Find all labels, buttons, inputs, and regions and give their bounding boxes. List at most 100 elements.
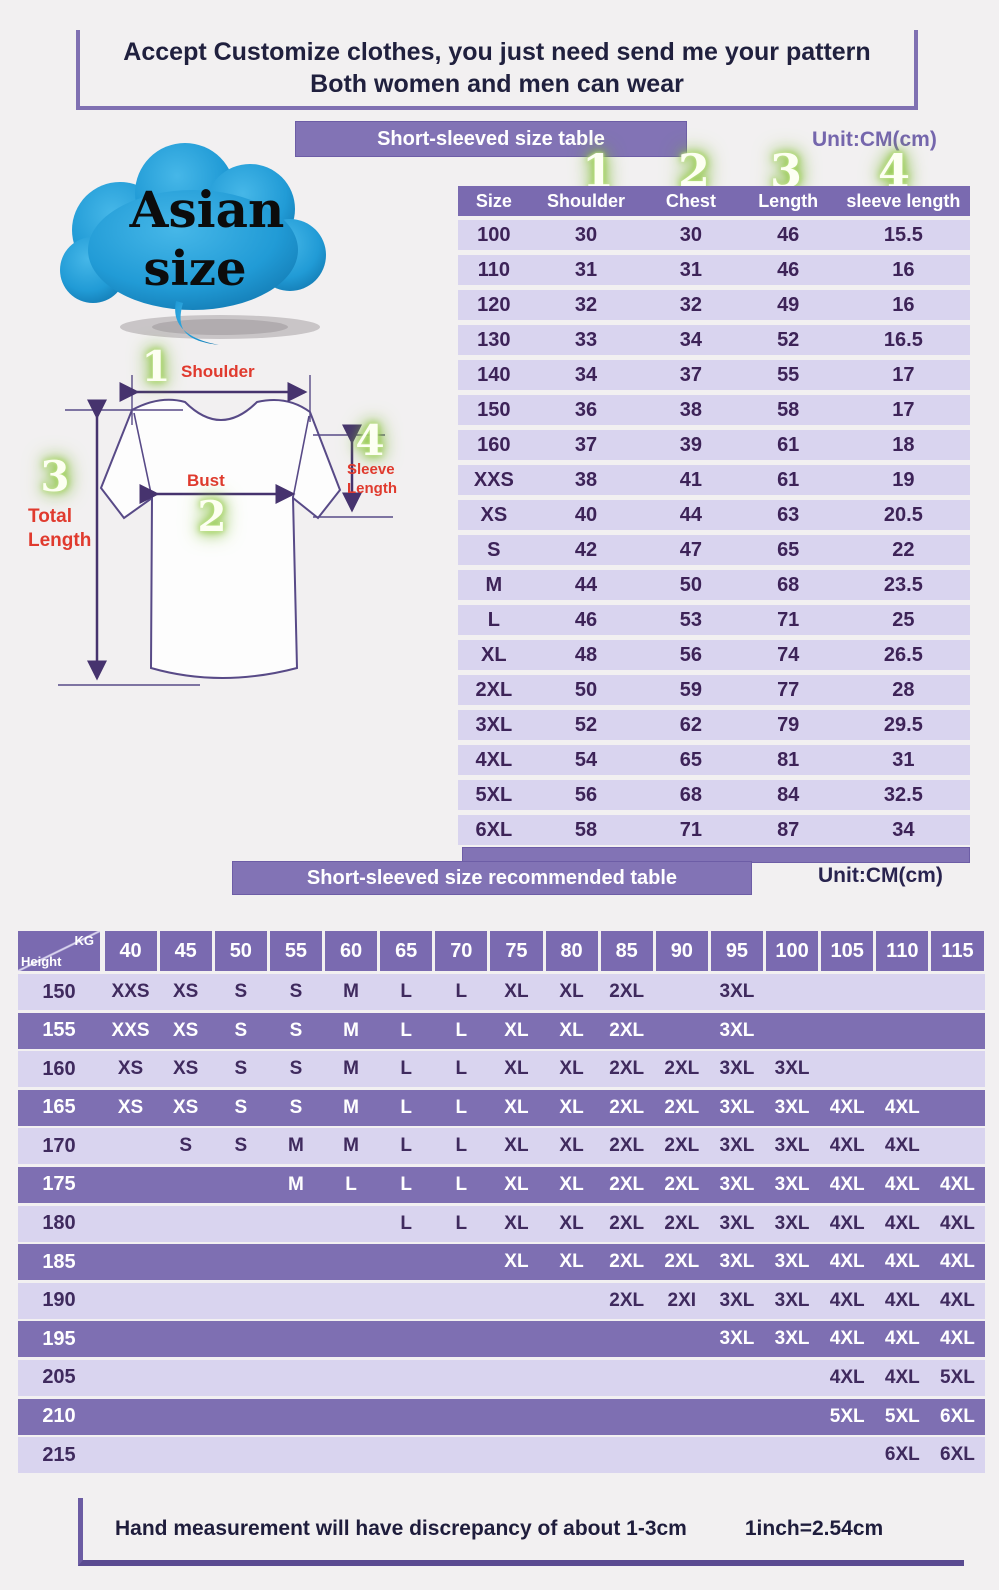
rec-size-cell: XS	[173, 1096, 199, 1118]
rec-size-cell: 6XL	[884, 1444, 920, 1466]
rec-size-cell: L	[455, 1135, 468, 1157]
rec-size-cell: 4XL	[884, 1212, 920, 1234]
size-table-cell: 46	[777, 223, 800, 246]
rec-table-row: 205 4XL 4XL 5XL	[18, 1359, 985, 1396]
size-table-cell: 18	[892, 433, 915, 456]
size-table-cell: 63	[777, 503, 800, 526]
size-table-cell: XS	[480, 503, 508, 526]
rec-size-cell: L	[455, 1173, 468, 1195]
diagram-number-1: 1	[141, 342, 171, 391]
rec-size-cell: 2XL	[609, 1212, 645, 1234]
size-table-cell: L	[487, 608, 500, 631]
size-table-cell: 61	[777, 468, 800, 491]
rec-size-cell: S	[289, 1096, 303, 1118]
rec-size-cell: XS	[173, 1019, 199, 1041]
rec-height-cell: 180	[42, 1212, 76, 1235]
size-table-row: 100 30 30 46 15.5	[458, 220, 970, 250]
rec-size-cell: 3XL	[719, 1251, 755, 1273]
size-table-cell: 48	[574, 643, 598, 666]
rec-size-cell: 3XL	[774, 1251, 810, 1273]
size-table-row: 110 31 31 46 16	[458, 255, 970, 285]
rec-size-cell: M	[343, 981, 359, 1002]
rec-size-cell: 4XL	[940, 1173, 975, 1195]
size-table-banner: Short-sleeved size table	[295, 121, 687, 157]
rec-size-cell: 2XI	[667, 1289, 697, 1311]
rec-table-row: 210 5XL 5XL 6XL	[18, 1398, 985, 1435]
size-table-cell: 37	[574, 433, 598, 456]
rec-weight-cell: 95	[710, 931, 763, 971]
rec-weight-cell: 40	[104, 931, 157, 971]
size-table-cell: 33	[574, 328, 598, 351]
rec-table-row: 180 L L XL XL 2XL 2XL 3XL 3XL 4XL 4XL 4XL	[18, 1205, 985, 1242]
size-table-row: L 46 53 71 25	[458, 605, 970, 635]
size-table-cell: 23.5	[883, 573, 923, 596]
rec-size-cell: 2XL	[609, 1019, 645, 1041]
rec-size-cell: 2XL	[609, 1289, 645, 1311]
rec-size-cell: 3XL	[719, 1328, 755, 1350]
size-table-cell: 17	[892, 398, 915, 421]
rec-size-cell: 4XL	[829, 1135, 865, 1157]
rec-size-cell: 2XL	[609, 1058, 645, 1080]
asian-size-cloud: Asian size	[60, 143, 326, 345]
total-length-guides	[58, 409, 200, 686]
size-table-row: M 44 50 68 23.5	[458, 570, 970, 600]
rec-size-cell: L	[455, 1058, 468, 1080]
rec-corner-cell: KG Height	[18, 931, 100, 971]
rec-table-row: 215 6XL 6XL	[18, 1437, 985, 1474]
rec-size-cell: 2XL	[664, 1135, 700, 1157]
rec-size-cell: 3XL	[774, 1328, 810, 1350]
rec-size-cell: 4XL	[940, 1289, 975, 1311]
rec-weight-cell: 100	[766, 931, 819, 971]
rec-size-cell: 3XL	[719, 1135, 755, 1157]
rec-size-cell: 3XL	[774, 1173, 810, 1195]
rec-size-cell: XL	[504, 1096, 529, 1118]
rec-size-cell: XL	[559, 1173, 584, 1195]
size-table-cell: 59	[679, 678, 703, 701]
size-table-cell: 150	[477, 398, 511, 421]
rec-weight-cell: 50	[214, 931, 267, 971]
rec-size-cell: L	[400, 1173, 412, 1195]
size-table-cell: 74	[777, 643, 800, 666]
size-table-col-length: Length	[758, 190, 819, 211]
rec-size-cell: 2XL	[664, 1058, 700, 1080]
rec-size-cell: L	[400, 981, 412, 1002]
rec-size-cell: XL	[559, 1096, 584, 1118]
size-table-row: 5XL 56 68 84 32.5	[458, 780, 970, 810]
rec-size-cell: L	[455, 981, 468, 1002]
rec-size-cell: S	[234, 1135, 248, 1157]
rec-corner-kg: KG	[74, 933, 95, 948]
size-table-cell: 38	[574, 468, 598, 491]
size-table-cell: 77	[777, 678, 800, 701]
size-table-cell: 53	[679, 608, 703, 631]
diagram-number-2: 2	[197, 492, 227, 541]
size-table-cell: 120	[477, 293, 511, 316]
size-table-cell: 68	[777, 573, 800, 596]
rec-size-cell: 3XL	[719, 1289, 755, 1311]
rec-size-cell: XL	[559, 981, 584, 1002]
size-table-cell: 32	[679, 293, 703, 316]
rec-size-cell: S	[234, 1096, 248, 1118]
rec-size-cell: XL	[559, 1019, 584, 1041]
size-table-cell: 160	[477, 433, 511, 456]
title-line-1: Accept Customize clothes, you just need …	[123, 37, 871, 66]
total-label-line1: Total	[28, 506, 72, 527]
size-table-cell: 65	[777, 538, 800, 561]
rec-height-cell: 155	[42, 1019, 76, 1042]
rec-size-cell: 3XL	[774, 1289, 810, 1311]
size-table-cell: 16	[892, 258, 915, 281]
rec-size-cell: 2XL	[609, 1251, 645, 1273]
size-table-cell: 52	[574, 713, 598, 736]
size-table-cell: 54	[574, 748, 598, 771]
size-table-cell: 22	[892, 538, 915, 561]
rec-weight-cell: 110	[876, 931, 929, 971]
rec-table-row: 150 XXS XS S S M L L XL XL 2XL 3XL	[18, 974, 985, 1010]
size-table-cell: 41	[679, 468, 703, 491]
diagram-number-3: 3	[40, 452, 70, 501]
rec-size-cell: XS	[173, 981, 199, 1002]
size-table-cell: 68	[679, 783, 703, 806]
rec-size-cell: XL	[504, 1058, 529, 1080]
rec-size-cell: 3XL	[719, 981, 755, 1002]
size-table-cell: 16.5	[883, 328, 923, 351]
rec-size-cell: 4XL	[829, 1173, 865, 1195]
rec-table-body: 150 XXS XS S S M L L XL XL 2XL 3XL 155 XXS XS S S M L L XL XL…	[18, 974, 985, 1474]
